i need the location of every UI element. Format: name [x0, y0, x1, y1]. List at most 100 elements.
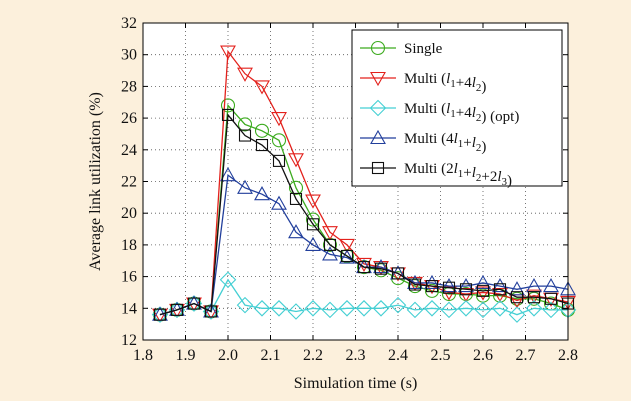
x-tick-label: 1.8: [133, 347, 153, 364]
data-point: [476, 284, 490, 297]
legend-text-part: Multi (: [404, 101, 446, 117]
data-point: [304, 300, 322, 317]
legend-subscript: 1: [450, 78, 456, 90]
data-point: [442, 281, 456, 294]
data-point: [271, 133, 287, 148]
legend-var: l: [454, 161, 458, 177]
data-point: [423, 300, 441, 317]
legend-text-part: Multi (2: [404, 161, 454, 177]
legend-text-part: +2: [481, 169, 497, 185]
data-point: [525, 300, 543, 317]
legend-subscript: 1: [450, 108, 456, 120]
data-point: [424, 283, 440, 298]
legend-label: Single: [404, 41, 443, 57]
data-point: [543, 277, 559, 293]
data-point: [237, 67, 253, 82]
data-point: [374, 262, 388, 275]
legend-subscript: 3: [502, 176, 508, 188]
legend-var: l: [497, 169, 501, 185]
data-point: [220, 45, 236, 60]
y-tick-label: 28: [121, 78, 137, 95]
legend-item: Multi (l1+4l2): [360, 71, 486, 95]
x-tick-label: 1.9: [176, 347, 196, 364]
legend-subscript: 1: [458, 138, 464, 150]
legend-subscript: 2: [476, 82, 482, 94]
legend-text-part: ): [481, 139, 486, 155]
data-point: [305, 194, 321, 209]
data-point: [542, 301, 560, 319]
legend-subscript: 2: [476, 112, 482, 124]
data-point: [509, 281, 525, 296]
data-point: [237, 117, 253, 132]
legend-var: l: [446, 71, 450, 87]
data-point: [391, 267, 405, 280]
legend-text-part: ): [507, 173, 512, 189]
y-tick-label: 18: [121, 237, 137, 254]
x-tick-label: 2.1: [261, 347, 281, 364]
legend-var: l: [472, 75, 476, 91]
data-point: [458, 277, 474, 293]
legend-item: Multi (4l1+l2): [360, 129, 486, 155]
data-point: [406, 301, 424, 319]
data-point: [493, 283, 507, 296]
y-tick-label: 26: [121, 110, 137, 127]
legend-item: Single: [360, 40, 443, 57]
legend-subscript: 2: [476, 172, 482, 184]
data-point: [270, 300, 288, 317]
data-point: [369, 99, 387, 117]
data-point: [371, 161, 385, 175]
legend-subscript: 1: [458, 168, 464, 180]
y-tick-label: 32: [121, 15, 137, 32]
legend-var: l: [454, 131, 458, 147]
data-point: [370, 40, 386, 56]
data-point: [253, 300, 271, 317]
data-point: [355, 300, 373, 317]
data-point: [271, 112, 287, 127]
data-point: [204, 305, 218, 318]
y-tick-label: 12: [121, 332, 137, 349]
data-point: [407, 279, 423, 294]
data-point: [441, 277, 457, 293]
data-point: [288, 153, 304, 168]
axis-ticks: 1.8 1.9 2.0 2.1 2.2 2.3 2.4 2.5 2.6 2.7 2.81214161…: [121, 15, 578, 364]
legend-var: l: [472, 165, 476, 181]
data-point: [219, 271, 237, 289]
data-point: [357, 261, 371, 274]
data-point: [425, 280, 439, 293]
data-point: [288, 180, 304, 195]
legend-var: l: [446, 101, 450, 117]
legend-label: Multi (l1+4l2) (opt): [404, 101, 519, 125]
y-tick-label: 16: [121, 269, 137, 286]
data-point: [510, 291, 524, 304]
data-point: [373, 258, 389, 274]
data-point: [322, 246, 338, 261]
legend-var: l: [472, 105, 476, 121]
legend-text-part: Multi (4: [404, 131, 454, 147]
data-point: [475, 274, 491, 289]
data-point: [407, 276, 423, 292]
data-point: [340, 249, 354, 263]
data-point: [526, 289, 542, 304]
data-point: [457, 300, 475, 317]
x-tick-label: 2.6: [473, 347, 493, 364]
x-tick-label: 2.3: [346, 347, 366, 364]
data-point: [220, 98, 236, 113]
y-tick-label: 14: [121, 300, 137, 317]
data-point: [408, 278, 422, 291]
series-line: [159, 278, 568, 316]
legend-text-part: +4: [456, 105, 472, 121]
data-point: [424, 274, 440, 289]
data-point: [323, 238, 337, 251]
data-point: [271, 195, 287, 210]
data-point: [236, 296, 254, 314]
data-point: [238, 129, 252, 142]
data-point: [289, 192, 303, 205]
x-tick-label: 2.8: [558, 347, 578, 364]
x-tick-label: 2.5: [431, 347, 451, 364]
data-point: [322, 226, 338, 241]
data-point: [306, 218, 320, 231]
legend-text-part: ): [481, 79, 486, 95]
data-point: [254, 80, 270, 95]
x-axis-label: Simulation time (s): [294, 375, 418, 392]
series-line: [159, 49, 569, 316]
